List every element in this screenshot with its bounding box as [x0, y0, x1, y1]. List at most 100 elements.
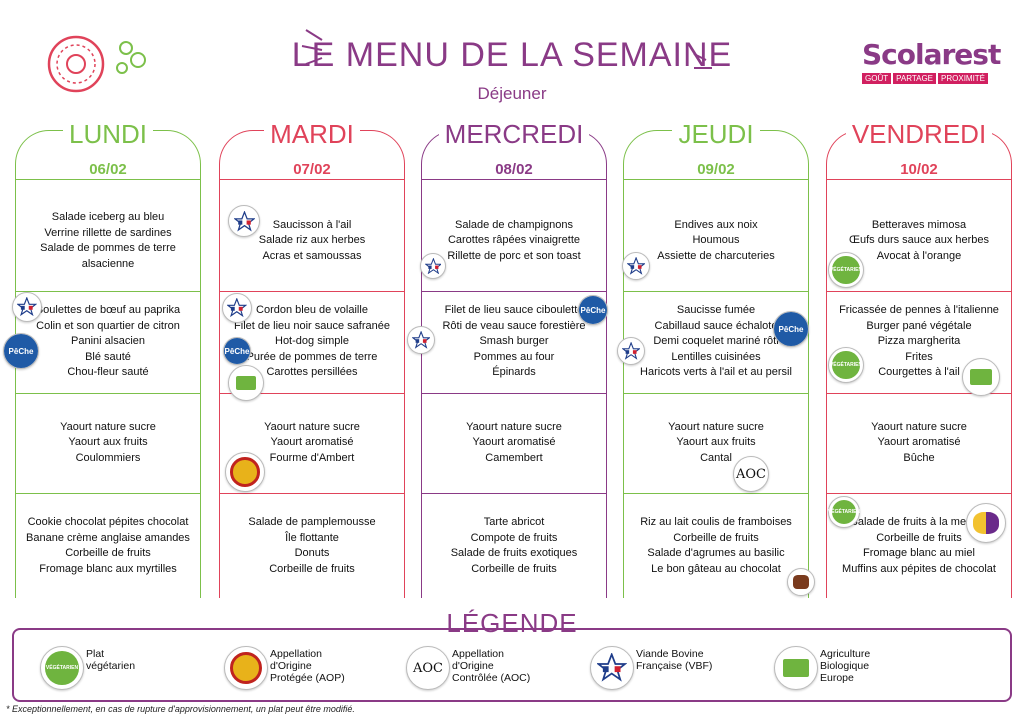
vbf-icon [228, 205, 260, 237]
vbf-icon [617, 337, 645, 365]
day-name: MERCREDI [422, 119, 606, 150]
legend-line: Agriculture [820, 648, 871, 660]
day-name: LUNDI [16, 119, 200, 150]
menu-item: Yaourt nature sucre [668, 420, 764, 433]
day-date: 08/02 [495, 161, 533, 178]
menu-item: Salade de champignons [454, 218, 574, 231]
menu-item: Muffins aux pépites de chocolat [842, 562, 996, 575]
aoc-icon: AOC [406, 646, 450, 690]
section-divider [219, 493, 405, 494]
course-dessert: Salade de fruits à la menthe Corbeille de… [827, 515, 1011, 577]
menu-item: Fourme d'Ambert [269, 451, 355, 464]
fruit-icon [966, 503, 1006, 543]
menu-item: Yaourt aromatisé [472, 436, 556, 449]
menu-item: Burger pané végétale [866, 319, 972, 332]
peche-badge-label: PêChe [4, 334, 38, 368]
menu-item: Boulettes de bœuf au paprika [35, 304, 181, 317]
legend-item-bio: Agriculture Biologique Europe [774, 646, 870, 690]
menu-item: Fricassée de pennes à l'italienne [839, 304, 999, 317]
section-divider [421, 393, 607, 394]
section-divider [623, 493, 809, 494]
logo-name: Scolarest [862, 38, 1001, 71]
legend-item-aop: Appellation d'Origine Protégée (AOP) [224, 646, 345, 690]
aop-icon [225, 452, 265, 492]
vegetarian-badge-label: VÉGÉTARIEN [830, 351, 862, 379]
menu-item: Salade iceberg au bleu [51, 211, 165, 223]
menu-item: Carottes persillées [266, 366, 358, 379]
course-starter: Betteraves mimosa Œufs durs sauce aux her… [827, 218, 1011, 265]
brand-logo: Scolarest GOÛT PARTAGE PROXIMITÉ [862, 38, 1012, 90]
vegetarian-icon: VÉGÉTARIEN [828, 252, 864, 288]
menu-item: Endives aux noix [674, 218, 758, 231]
menu-item: Frites [905, 350, 933, 363]
section-divider [219, 393, 405, 394]
course-dairy: Yaourt nature sucre Yaourt aromatisé Camem… [422, 420, 606, 467]
menu-item: Bûche [903, 451, 935, 464]
day-column: JEUDI 09/02 Endives aux noix Houmous Assiett… [623, 119, 809, 598]
menu-item: Salade de pommes de terre [40, 242, 176, 254]
menu-item: Yaourt aux fruits [68, 436, 148, 449]
day-date: 10/02 [900, 161, 938, 178]
legend-line: Appellation [452, 648, 504, 660]
course-dairy: Yaourt nature sucre Yaourt aromatisé Bûche [827, 420, 1011, 467]
day-name: VENDREDI [827, 119, 1011, 150]
section-divider [826, 291, 1012, 292]
section-divider [15, 493, 201, 494]
course-starter: Saucisson à l'ail Salade riz aux herbes Ac… [220, 218, 404, 265]
day-name-text: JEUDI [672, 119, 760, 149]
menu-item: Yaourt nature sucre [871, 420, 967, 433]
legend-text: Agriculture Biologique Europe [820, 648, 870, 684]
menu-item: Épinards [492, 366, 536, 379]
peche-icon: PêChe [773, 311, 809, 347]
day-name: MARDI [220, 119, 404, 150]
course-dairy: Yaourt nature sucre Yaourt aux fruits Coul… [16, 420, 200, 467]
meal-subtitle: Déjeuner [477, 84, 547, 103]
decorative-lines-icon [301, 29, 323, 65]
menu-item: Tarte abricot [483, 516, 545, 528]
menu-item: Corbeille de fruits [673, 531, 759, 544]
course-dessert: Riz au lait coulis de framboises Corbeill… [624, 515, 808, 577]
menu-item: Salade de fruits exotiques [450, 547, 578, 559]
day-column: LUNDI 06/02 Salade iceberg au bleu Verrine … [15, 119, 201, 598]
menu-item: Assiette de charcuteries [657, 249, 775, 262]
vegetarian-icon: VÉGÉTARIEN [40, 646, 84, 690]
menu-item: Saucisson à l'ail [272, 218, 352, 231]
menu-item: Demi coquelet mariné rôti [653, 335, 779, 348]
section-divider [421, 291, 607, 292]
menu-item: Cantal [700, 451, 732, 464]
menu-item: Riz au lait coulis de framboises [640, 516, 792, 528]
course-main: Filet de lieu sauce ciboulette Rôti de ve… [422, 303, 606, 381]
peche-icon: PêChe [223, 337, 251, 365]
vbf-icon [222, 293, 252, 323]
section-divider [219, 179, 405, 180]
cake-icon [787, 568, 815, 596]
menu-item: Fromage blanc au miel [863, 547, 975, 559]
peche-badge-label: PêChe [579, 296, 607, 324]
bio-icon [962, 358, 1000, 396]
legend-line: Appellation [270, 648, 322, 660]
menu-item: Corbeille de fruits [269, 562, 355, 575]
section-divider [826, 179, 1012, 180]
vegetarian-badge-label: VÉGÉTARIEN [828, 500, 860, 524]
day-date: 09/02 [697, 161, 735, 178]
menu-item: Compote de fruits [470, 531, 558, 544]
section-divider [15, 393, 201, 394]
decorative-lines-icon [693, 53, 712, 69]
aop-icon [224, 646, 268, 690]
course-starter: Salade de champignons Carottes râpées vin… [422, 218, 606, 265]
peche-icon: PêChe [578, 295, 608, 325]
menu-item: Saucisse fumée [676, 304, 756, 317]
day-name: JEUDI [624, 119, 808, 150]
menu-item: Cabillaud sauce échalote [654, 319, 778, 332]
vbf-icon [622, 252, 650, 280]
menu-item: Rôti de veau sauce forestière [442, 319, 586, 332]
day-column: MERCREDI 08/02 Salade de champignons Carott… [421, 119, 607, 598]
legend-line: Protégée (AOP) [270, 672, 345, 684]
legend-line: végétarien [86, 660, 136, 672]
section-divider [15, 179, 201, 180]
menu-item: Yaourt nature sucre [60, 420, 156, 433]
legend-line: Contrôlée (AOC) [452, 672, 531, 684]
vegetarian-badge-label: VÉGÉTARIEN [830, 256, 862, 284]
logo-tag: PROXIMITÉ [938, 73, 989, 84]
menu-item: Acras et samoussas [262, 249, 362, 262]
